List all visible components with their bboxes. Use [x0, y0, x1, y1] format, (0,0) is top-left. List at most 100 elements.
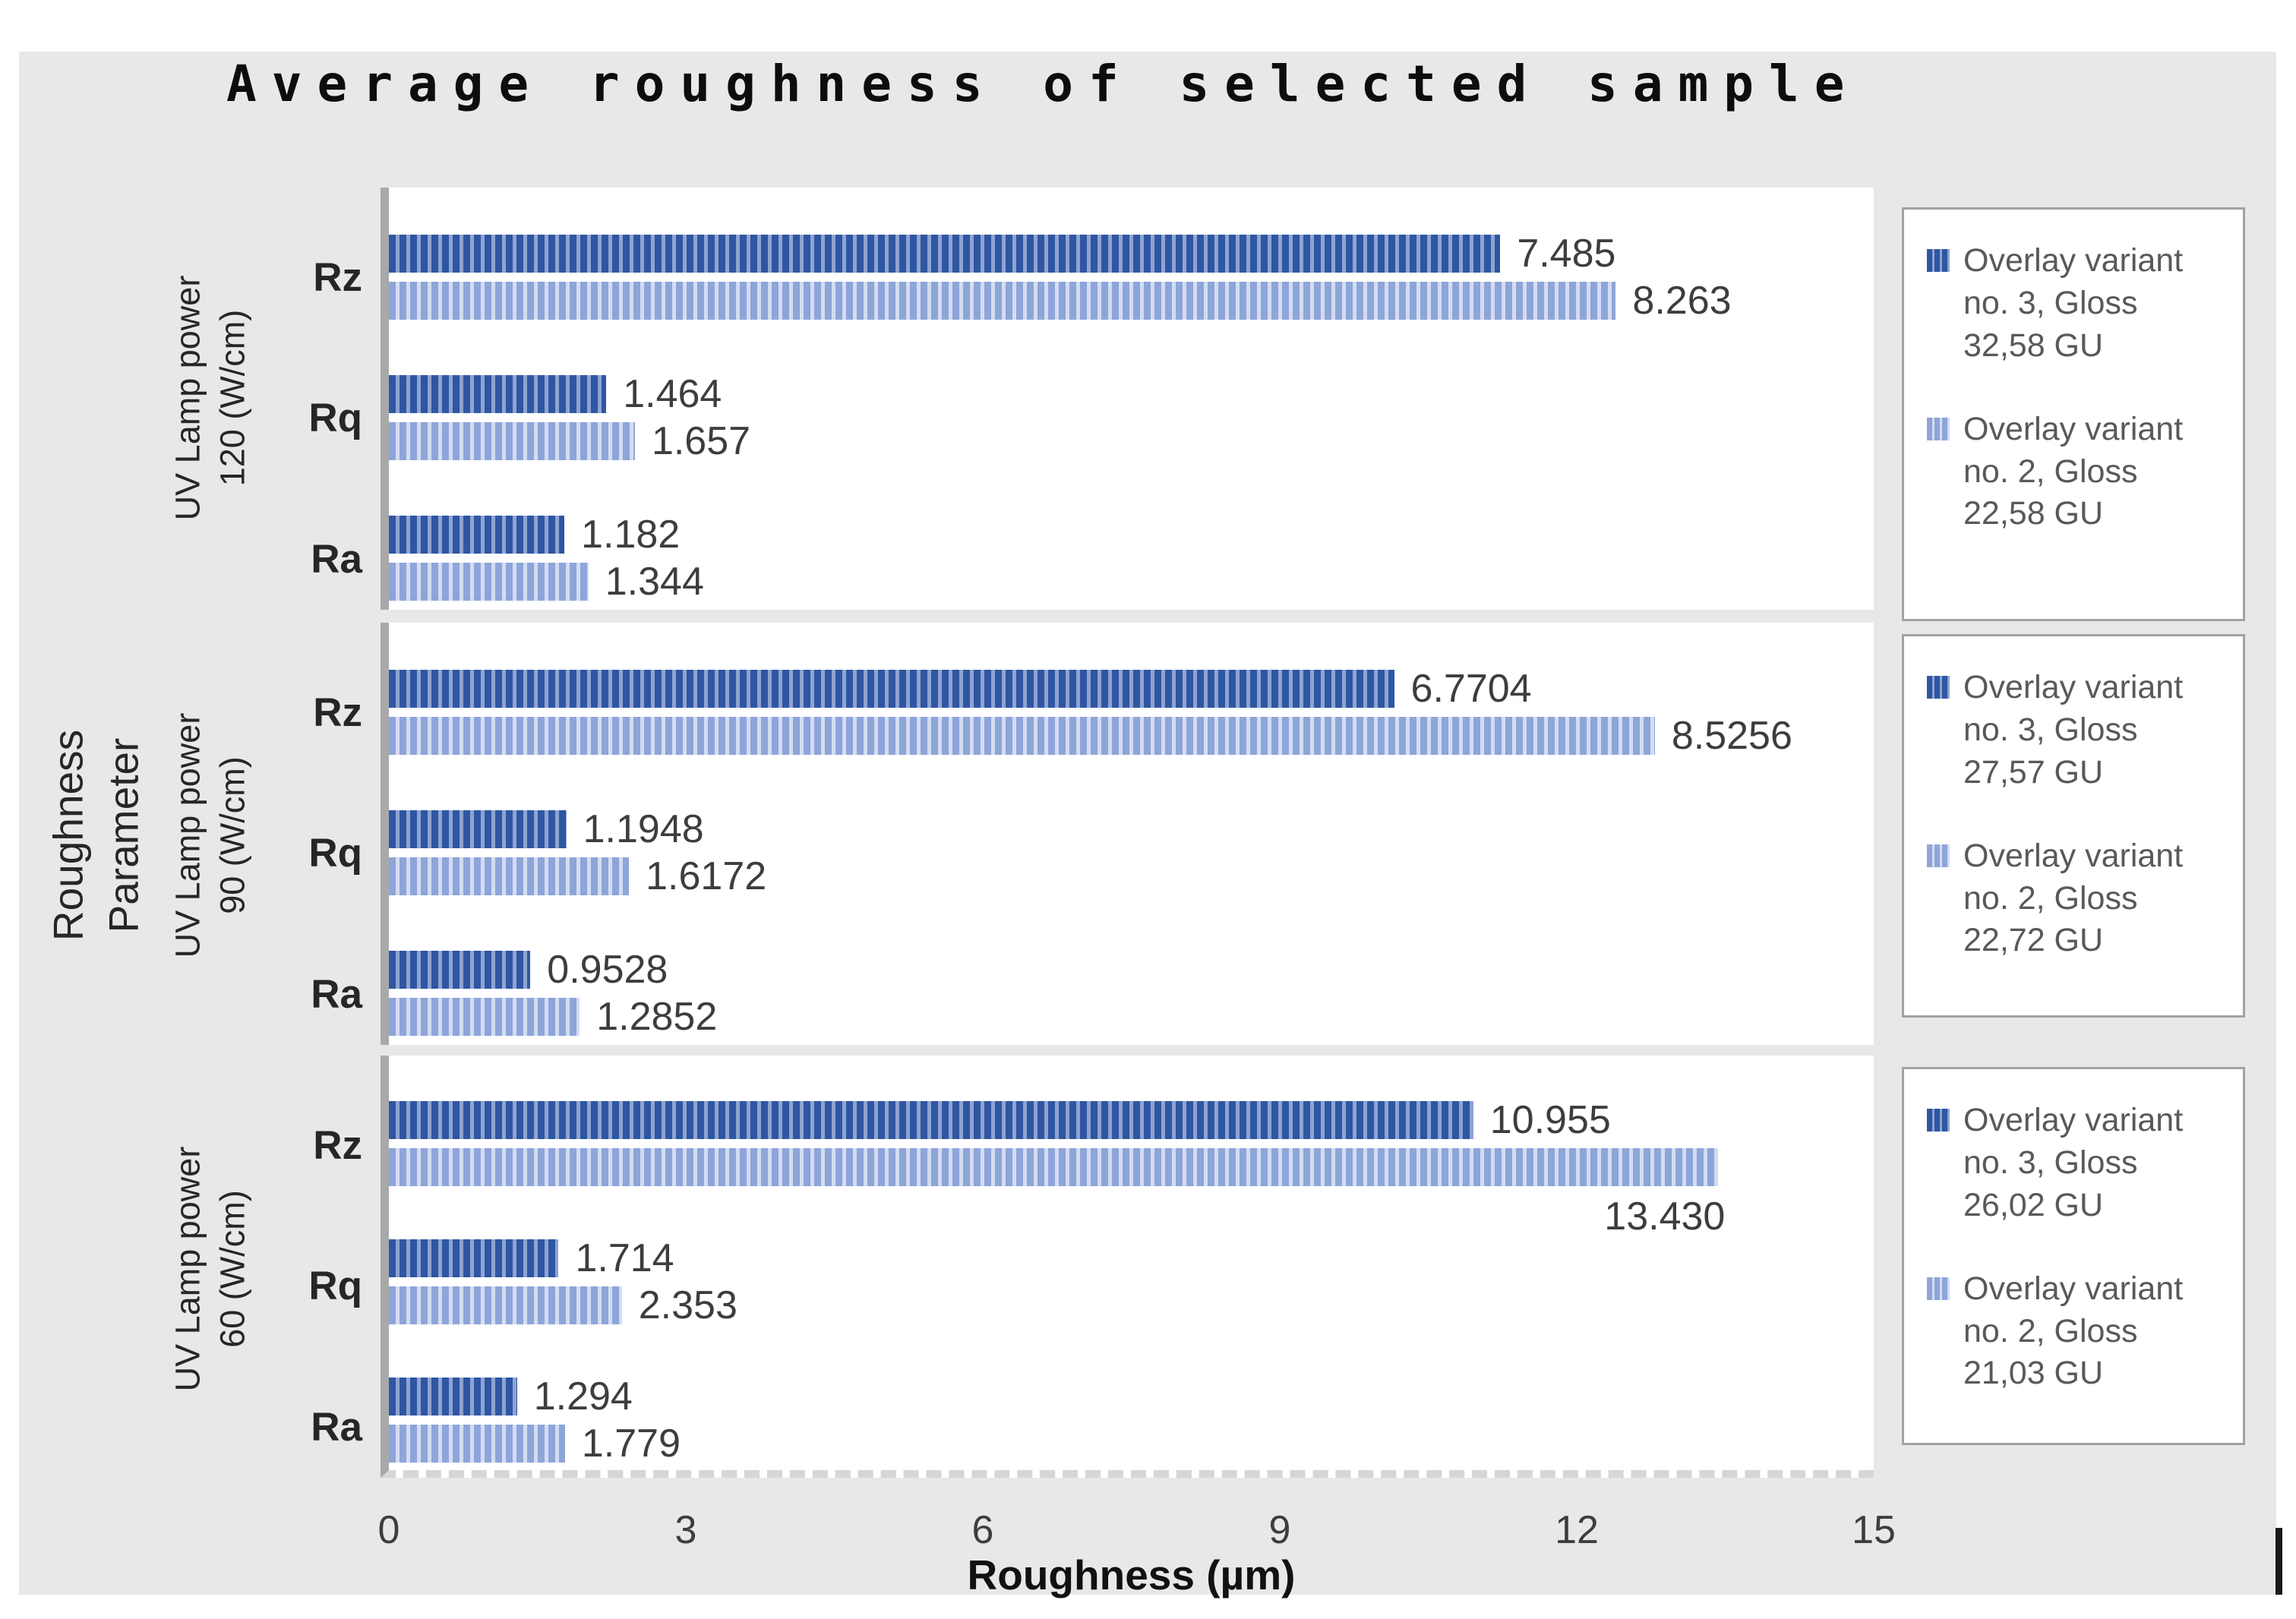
- panel-90w: Rz Rq Ra 6.7704 8.5256 1.1948: [248, 623, 1874, 1045]
- data-label: 1.2852: [596, 995, 718, 1040]
- legend-label: Overlay variant no. 2, Gloss 21,03 GU: [1963, 1270, 2184, 1392]
- bar-ra-variant-2: 1.344: [389, 560, 1874, 604]
- bar-group-ra: 1.182 1.344: [389, 469, 1874, 610]
- panel-label-60w: UV Lamp power 60 (W/cm): [168, 1146, 252, 1392]
- bar-group-rz: 6.7704 8.5256: [389, 623, 1874, 763]
- data-label: 7.485: [1517, 231, 1616, 276]
- category-labels-120w: Rz Rq Ra: [248, 188, 381, 610]
- legend-90w: Overlay variant no. 3, Gloss 27,57 GU Ov…: [1902, 634, 2245, 1018]
- bar-fill-variant-2: [389, 1425, 565, 1463]
- bar-ra-variant-2: 1.779: [389, 1422, 1874, 1466]
- bar-rq-variant-3: 1.1948: [389, 807, 1874, 851]
- data-label: 1.657: [651, 418, 751, 463]
- data-label: 8.5256: [1671, 713, 1792, 758]
- legend-label: Overlay variant no. 2, Gloss 22,72 GU: [1963, 837, 2184, 959]
- bar-rq-variant-2: 1.6172: [389, 854, 1874, 898]
- data-label: 13.430: [1604, 1195, 1726, 1239]
- category-label-rq: Rq: [308, 831, 362, 876]
- panel-60w: Rz Rq Ra 10.955 13.430 1.714: [248, 1056, 1874, 1478]
- bar-fill-variant-2: [389, 281, 1616, 320]
- category-label-rq: Rq: [308, 1264, 362, 1309]
- legend-60w: Overlay variant no. 3, Gloss 26,02 GU Ov…: [1902, 1067, 2245, 1445]
- category-label-rz: Rz: [313, 690, 362, 736]
- plot-area-90w: 6.7704 8.5256 1.1948 1.6172: [381, 623, 1874, 1045]
- data-label: 1.182: [581, 513, 681, 557]
- data-label: 8.263: [1632, 278, 1732, 323]
- legend-swatch-variant-2-icon: [1927, 844, 1950, 867]
- data-label: 1.1948: [583, 806, 704, 851]
- bar-rz-variant-2: 13.430: [389, 1148, 1874, 1239]
- bar-fill-variant-3: [389, 669, 1394, 708]
- legend-swatch-variant-3-icon: [1927, 249, 1950, 272]
- category-label-rz: Rz: [313, 1123, 362, 1169]
- bar-group-rq: 1.1948 1.6172: [389, 763, 1874, 904]
- data-label: 1.294: [533, 1374, 633, 1419]
- category-labels-90w: Rz Rq Ra: [248, 623, 381, 1045]
- bar-fill-variant-3: [389, 234, 1501, 273]
- bar-rz-variant-3: 7.485: [389, 232, 1874, 276]
- bar-fill-variant-3: [389, 516, 565, 554]
- legend-swatch-variant-2-icon: [1927, 417, 1950, 440]
- bar-fill-variant-2: [389, 1286, 622, 1324]
- bar-group-rz: 7.485 8.263: [389, 188, 1874, 328]
- bar-fill-variant-2: [389, 857, 630, 895]
- category-label-ra: Ra: [311, 536, 362, 582]
- x-tick-3: 3: [674, 1508, 697, 1552]
- category-labels-60w: Rz Rq Ra: [248, 1056, 381, 1478]
- legend-label: Overlay variant no. 3, Gloss 27,57 GU: [1963, 669, 2184, 791]
- legend-120w: Overlay variant no. 3, Gloss 32,58 GU Ov…: [1902, 207, 2245, 621]
- legend-item-variant-3: Overlay variant no. 3, Gloss 26,02 GU: [1927, 1100, 2220, 1227]
- bar-fill-variant-2: [389, 421, 635, 460]
- data-label: 1.6172: [646, 854, 767, 898]
- plot-area-60w: 10.955 13.430 1.714 2.353: [381, 1056, 1874, 1478]
- x-axis-title: Roughness (µm): [967, 1551, 1296, 1598]
- data-label: 1.464: [623, 371, 722, 416]
- legend-label: Overlay variant no. 3, Gloss 26,02 GU: [1963, 1102, 2184, 1223]
- data-label: 1.714: [575, 1236, 674, 1280]
- bar-rq-variant-2: 2.353: [389, 1283, 1874, 1327]
- bar-ra-variant-3: 1.182: [389, 513, 1874, 557]
- bar-ra-variant-3: 0.9528: [389, 948, 1874, 992]
- legend-label: Overlay variant no. 2, Gloss 22,58 GU: [1963, 410, 2184, 532]
- data-label: 1.344: [605, 560, 704, 604]
- legend-item-variant-2: Overlay variant no. 2, Gloss 22,58 GU: [1927, 409, 2220, 536]
- category-label-ra: Ra: [311, 971, 362, 1017]
- bar-ra-variant-3: 1.294: [389, 1374, 1874, 1419]
- legend-swatch-variant-3-icon: [1927, 676, 1950, 699]
- legend-swatch-variant-2-icon: [1927, 1277, 1950, 1300]
- data-label: 6.7704: [1410, 666, 1532, 711]
- bar-fill-variant-3: [389, 951, 531, 989]
- panel-label-120w: UV Lamp power 120 (W/cm): [168, 275, 252, 521]
- data-label: 0.9528: [547, 948, 668, 993]
- bar-group-ra: 0.9528 1.2852: [389, 904, 1874, 1045]
- bar-group-rz: 10.955 13.430: [389, 1056, 1874, 1239]
- plot-area-120w: 7.485 8.263 1.464 1.657: [381, 188, 1874, 610]
- category-label-rz: Rz: [313, 255, 362, 301]
- x-tick-0: 0: [377, 1508, 400, 1552]
- bar-fill-variant-3: [389, 1378, 517, 1415]
- bar-rq-variant-3: 1.464: [389, 372, 1874, 416]
- bar-rq-variant-2: 1.657: [389, 419, 1874, 463]
- screen-edge-line: [2275, 1528, 2282, 1595]
- bar-fill-variant-2: [389, 563, 589, 601]
- legend-label: Overlay variant no. 3, Gloss 32,58 GU: [1963, 242, 2184, 364]
- bar-fill-variant-3: [389, 1239, 559, 1277]
- chart-title: Average roughness of selected sample: [226, 55, 1860, 113]
- bar-fill-variant-3: [389, 1101, 1473, 1139]
- bar-group-rq: 1.714 2.353: [389, 1194, 1874, 1332]
- bar-rz-variant-2: 8.263: [389, 279, 1874, 323]
- x-tick-12: 12: [1555, 1508, 1599, 1552]
- x-axis: 0 3 6 9 12 15: [378, 1507, 1896, 1556]
- y-axis-title: Roughness Parameter: [44, 729, 147, 942]
- bar-ra-variant-2: 1.2852: [389, 995, 1874, 1039]
- legend-item-variant-3: Overlay variant no. 3, Gloss 32,58 GU: [1927, 240, 2220, 368]
- legend-item-variant-2: Overlay variant no. 2, Gloss 21,03 GU: [1927, 1268, 2220, 1396]
- bar-rz-variant-3: 10.955: [389, 1098, 1874, 1142]
- x-tick-15: 15: [1852, 1508, 1896, 1552]
- category-label-ra: Ra: [311, 1404, 362, 1450]
- panel-120w: Rz Rq Ra 7.485 8.263 1.464: [248, 188, 1874, 610]
- bar-fill-variant-2: [389, 716, 1655, 755]
- data-label: 10.955: [1489, 1098, 1611, 1142]
- bar-group-ra: 1.294 1.779: [389, 1332, 1874, 1470]
- bar-fill-variant-3: [389, 810, 567, 848]
